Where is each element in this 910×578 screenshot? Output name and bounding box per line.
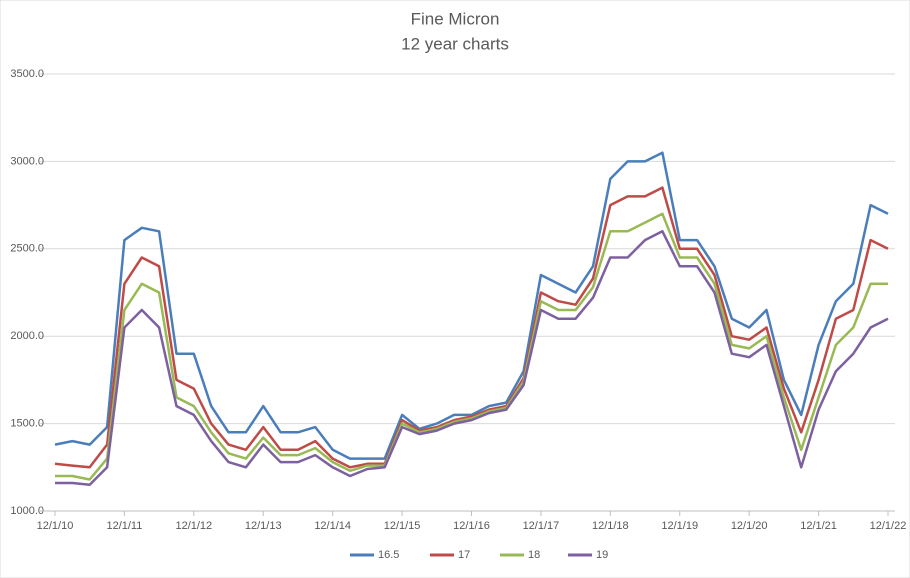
series-line [54, 151, 889, 460]
y-tick-label: 2500.0 [10, 243, 44, 255]
legend-label: 16.5 [378, 549, 399, 561]
x-tick-label: 12/1/22 [870, 520, 907, 532]
x-tick-label: 12/1/10 [37, 520, 74, 532]
series-line [55, 230, 889, 487]
series-line [55, 212, 888, 481]
x-tick-label: 12/1/14 [314, 520, 351, 532]
y-tick-label: 3500.0 [10, 68, 44, 80]
chart-subtitle: 12 year charts [401, 34, 509, 53]
legend-label: 19 [596, 549, 608, 561]
x-tick-label: 12/1/13 [245, 520, 282, 532]
y-tick-label: 1000.0 [10, 505, 44, 517]
chart-title: Fine Micron [411, 9, 500, 28]
x-tick-label: 12/1/15 [384, 520, 421, 532]
legend-label: 17 [458, 549, 470, 561]
x-tick-label: 12/1/17 [523, 520, 560, 532]
x-tick-label: 12/1/20 [731, 520, 768, 532]
x-tick-label: 12/1/21 [800, 520, 837, 532]
x-tick-label: 12/1/19 [661, 520, 698, 532]
y-tick-label: 2000.0 [10, 330, 44, 342]
legend-label: 18 [528, 549, 540, 561]
x-tick-label: 12/1/16 [453, 520, 490, 532]
series-line [54, 186, 889, 469]
x-tick-label: 12/1/12 [175, 520, 212, 532]
y-tick-label: 1500.0 [10, 418, 44, 430]
x-tick-label: 12/1/11 [106, 520, 142, 532]
x-tick-label: 12/1/18 [592, 520, 629, 532]
y-tick-label: 3000.0 [10, 155, 44, 167]
